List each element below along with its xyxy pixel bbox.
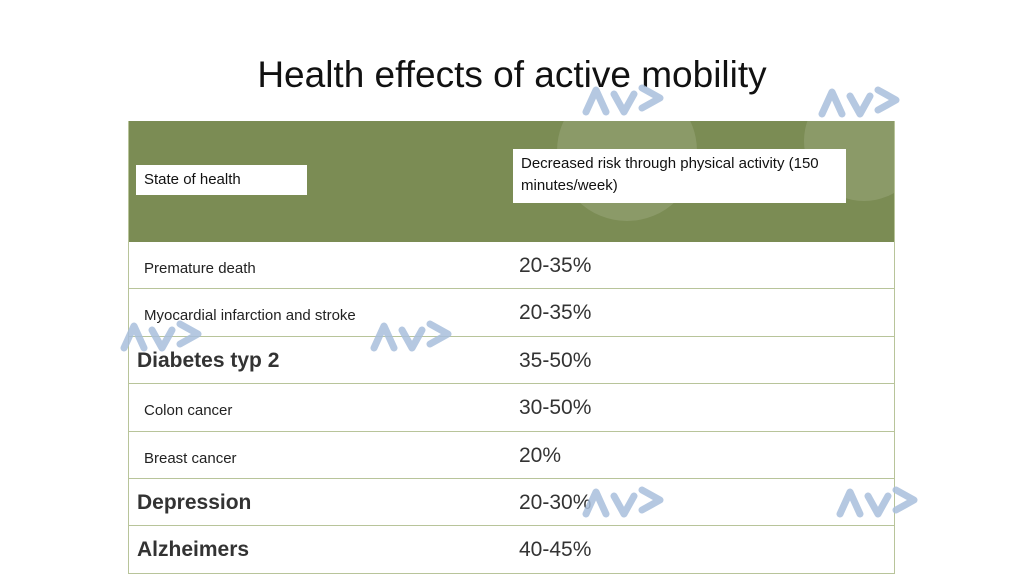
header-state-of-health: State of health — [136, 165, 307, 195]
risk-cell: 40-45% — [519, 538, 592, 562]
risk-cell: 35-50% — [519, 348, 592, 372]
health-effects-table: State of health Decreased risk through p… — [128, 121, 895, 574]
risk-cell: 20-35% — [519, 254, 592, 277]
table-row: Premature death 20-35% — [129, 242, 894, 290]
av-logo-icon — [120, 320, 202, 352]
condition-cell: Alzheimers — [137, 538, 250, 562]
table-row: Breast cancer 20% — [129, 431, 894, 479]
table-row: Depression 20-30% — [129, 478, 894, 527]
risk-cell: 20-35% — [519, 301, 592, 325]
av-logo-icon — [582, 84, 664, 116]
condition-cell: Breast cancer — [144, 449, 237, 467]
av-logo-icon — [370, 320, 452, 352]
table-row: Alzheimers 40-45% — [129, 526, 894, 574]
av-logo-icon — [818, 86, 900, 118]
condition-cell: Premature death — [144, 260, 256, 277]
risk-cell: 20-30% — [519, 490, 592, 514]
av-logo-icon — [836, 486, 918, 518]
slide-title: Health effects of active mobility — [257, 54, 767, 95]
condition-cell: Colon cancer — [144, 402, 233, 420]
av-logo-icon — [582, 486, 664, 518]
table-row: Myocardial infarction and stroke 20-35% — [129, 289, 894, 337]
risk-cell: 20% — [519, 443, 562, 467]
risk-cell: 30-50% — [519, 396, 592, 420]
condition-cell: Diabetes typ 2 — [137, 348, 280, 372]
table-row: Diabetes typ 2 35-50% — [129, 336, 894, 385]
condition-cell: Myocardial infarction and stroke — [144, 307, 356, 325]
condition-cell: Depression — [137, 490, 252, 514]
table-row: Colon cancer 30-50% — [129, 384, 894, 432]
header-decreased-risk: Decreased risk through physical activity… — [513, 149, 846, 203]
table-header: State of health Decreased risk through p… — [129, 121, 894, 242]
